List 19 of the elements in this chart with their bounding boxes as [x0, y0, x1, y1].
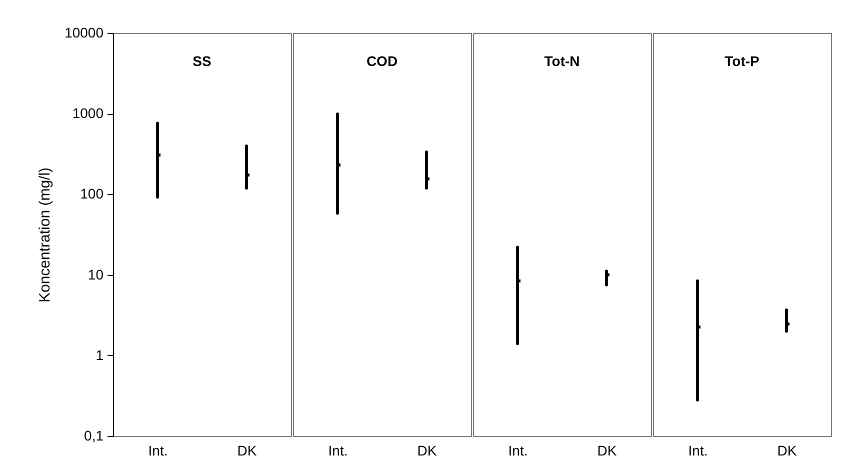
y-tick-label: 10 [88, 266, 104, 282]
y-tick-label: 0,1 [84, 428, 104, 444]
text: COD [366, 53, 398, 69]
y-tick-label: 10000 [64, 24, 104, 40]
x-tick-label: Int. [328, 442, 348, 458]
x-tick-label: DK [237, 442, 258, 458]
y-axis-title: Koncentration (mg/l) [36, 167, 54, 303]
y-tick-label: 1000 [72, 105, 104, 122]
text: Tot-N [544, 53, 580, 69]
x-tick-label: Int. [688, 442, 708, 458]
x-tick-label: Int. [148, 442, 168, 458]
text: Tot-P [724, 53, 760, 69]
x-tick-label: DK [597, 442, 618, 458]
x-tick-label: DK [417, 442, 438, 458]
x-tick-label: DK [777, 442, 798, 458]
x-tick-label: Int. [508, 442, 528, 458]
y-tick-label: 1 [96, 346, 104, 363]
y-tick-label: 100 [80, 186, 104, 202]
text: SS [192, 53, 212, 69]
